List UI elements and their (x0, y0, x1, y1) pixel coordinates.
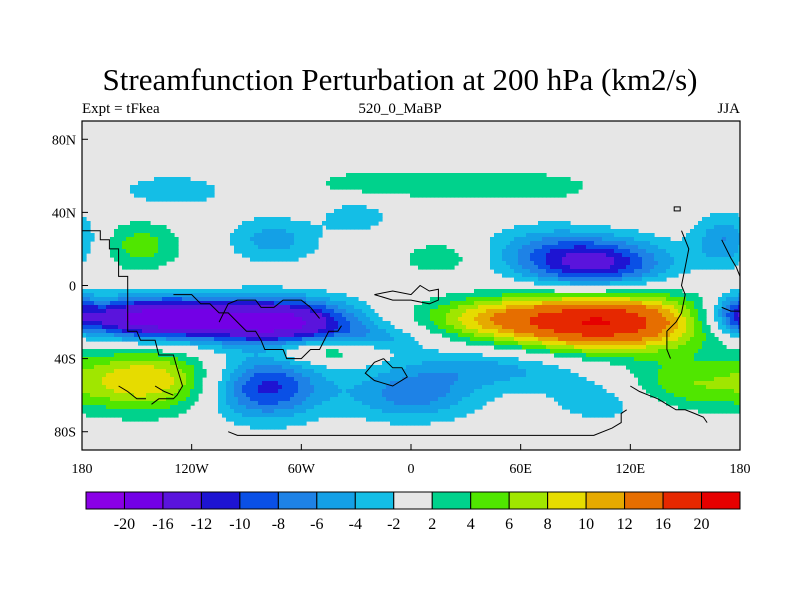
colorbar-swatch (200, 491, 241, 510)
colorbar-swatch (547, 491, 587, 510)
lat-tick-label: 0 (69, 280, 76, 295)
colorbar-swatch (470, 491, 510, 510)
axis-ticks: 180 120W 60W 0 60E 120E 180 80N 40N 0 40S 80S (52, 133, 751, 477)
colorbar-swatch (316, 491, 356, 510)
lon-tick-label: 60W (288, 462, 316, 477)
lat-tick-label: 40N (52, 206, 76, 221)
colorbar-swatch (624, 491, 664, 510)
colorbar-swatch (239, 491, 279, 510)
colorbar-label: -16 (152, 516, 173, 533)
colorbar-label: -12 (191, 516, 212, 533)
colorbar-swatch (662, 491, 703, 510)
colorbar-label: 4 (467, 516, 475, 533)
lon-tick-label: 120W (175, 462, 210, 477)
colorbar-label: -20 (114, 516, 135, 533)
lon-tick-label: 180 (730, 462, 751, 477)
colorbar-swatch (85, 491, 125, 510)
colorbar-swatch (393, 491, 433, 510)
contour-fill (82, 121, 740, 450)
lon-tick-label: 180 (72, 462, 93, 477)
colorbar-label: -2 (387, 516, 400, 533)
colorbar-label: -10 (229, 516, 250, 533)
colorbar-label: 8 (544, 516, 552, 533)
colorbar-swatch (431, 491, 472, 510)
colorbar-label: -4 (349, 516, 362, 533)
colorbar-label: 10 (578, 516, 594, 533)
colorbar-swatch (354, 491, 395, 510)
colorbar-label: 6 (505, 516, 513, 533)
colorbar-swatch (123, 491, 164, 510)
left-string: Expt = tFkea (82, 101, 160, 117)
colorbar-swatch (701, 491, 741, 510)
right-string: JJA (717, 101, 740, 117)
lat-tick-label: 40S (54, 353, 76, 368)
colorbar-label: 16 (655, 516, 671, 533)
lat-tick-label: 80N (52, 133, 76, 148)
colorbar-swatch (508, 491, 549, 510)
figure-title: Streamfunction Perturbation at 200 hPa (… (102, 62, 698, 97)
colorbar-swatch (277, 491, 318, 510)
lat-tick-label: 80S (54, 426, 76, 441)
colorbar-label: 20 (694, 516, 710, 533)
colorbar-label: 12 (617, 516, 633, 533)
center-string: 520_0_MaBP (358, 101, 442, 117)
colorbar-label: -6 (310, 516, 323, 533)
colorbar: -20 -16 -12 -10 -8 -6 -4 -2 2 4 6 8 10 12 16 20 (85, 491, 741, 533)
lon-tick-label: 0 (408, 462, 415, 477)
lon-tick-label: 60E (509, 462, 532, 477)
colorbar-swatch (162, 491, 202, 510)
colorbar-swatch (585, 491, 626, 510)
colorbar-label: -8 (272, 516, 285, 533)
colorbar-label: 2 (428, 516, 436, 533)
coastlines (82, 206, 740, 436)
lon-tick-label: 120E (616, 462, 646, 477)
